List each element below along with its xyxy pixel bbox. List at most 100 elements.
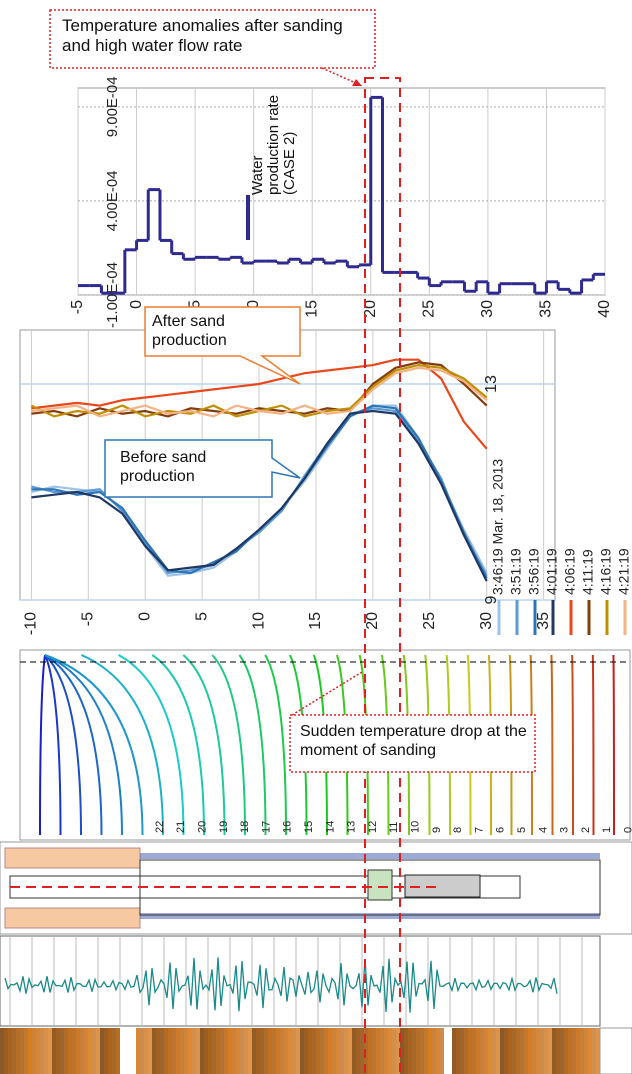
image-log-strip	[228, 1028, 232, 1074]
image-log-strip	[468, 1028, 472, 1074]
image-log-strip	[392, 1028, 396, 1074]
temperature-line	[31, 409, 488, 582]
image-log-strip	[396, 1028, 400, 1074]
image-log-strip	[568, 1028, 572, 1074]
image-log-strip	[72, 1028, 76, 1074]
image-log-strip	[476, 1028, 480, 1074]
image-log-strip	[324, 1028, 328, 1074]
image-log-strip	[192, 1028, 196, 1074]
image-log-strip	[300, 1028, 304, 1074]
annotation-box	[289, 714, 536, 773]
image-log-strip	[28, 1028, 32, 1074]
plot-area	[77, 87, 606, 296]
sand-band	[140, 853, 600, 859]
arrowhead	[352, 79, 362, 86]
image-log-strip	[56, 1028, 60, 1074]
image-log-strip	[376, 1028, 380, 1074]
image-log-strip	[104, 1028, 108, 1074]
legend-label: 4:01:19	[544, 548, 560, 595]
image-log-strip	[440, 1028, 444, 1074]
image-log-strip	[480, 1028, 484, 1074]
image-log-strip	[348, 1028, 352, 1074]
image-log-strip	[48, 1028, 52, 1074]
well-label: 16	[282, 821, 294, 833]
image-log-strip	[420, 1028, 424, 1074]
well-label: 10	[410, 821, 422, 833]
x-tick-label: 15	[303, 300, 320, 318]
image-log-strip	[288, 1028, 292, 1074]
contour-curve	[612, 654, 615, 836]
well-label: 9	[431, 827, 443, 833]
image-log-strip	[200, 1028, 204, 1074]
image-log-strip	[80, 1028, 84, 1074]
image-log-strip	[460, 1028, 464, 1074]
image-log-strip	[176, 1028, 180, 1074]
image-log-strip	[32, 1028, 36, 1074]
sand-band	[4, 847, 141, 869]
image-log-strip	[360, 1028, 364, 1074]
legend-label: Water production rate (CASE 2)	[249, 94, 298, 195]
image-log-strip	[180, 1028, 184, 1074]
callout	[144, 306, 301, 385]
y-tick-label: -1.00E-04	[104, 262, 121, 328]
x-tick-label: 5	[193, 612, 210, 621]
contour-curve	[44, 654, 62, 836]
image-log-strip	[256, 1028, 260, 1074]
image-log-strip	[388, 1028, 392, 1074]
well-label: 21	[175, 821, 187, 833]
contour-curve	[81, 654, 164, 836]
temperature-line	[31, 358, 488, 450]
image-log-strip	[84, 1028, 88, 1074]
image-log-strip	[500, 1028, 504, 1074]
x-tick-label: 30	[478, 612, 495, 630]
image-log-strip	[304, 1028, 308, 1074]
image-log-strip	[352, 1028, 356, 1074]
image-log-strip	[136, 1028, 140, 1074]
image-log-strip	[280, 1028, 284, 1074]
well-label: 14	[324, 821, 336, 833]
image-log-strip	[496, 1028, 500, 1074]
contour-curve	[118, 654, 185, 836]
image-log-strip	[536, 1028, 540, 1074]
x-tick-label: -5	[69, 300, 86, 314]
image-log-strip	[548, 1028, 552, 1074]
image-log-strip	[584, 1028, 588, 1074]
anomaly-zone	[364, 77, 401, 1074]
image-log-strip	[428, 1028, 432, 1074]
image-log-strip	[400, 1028, 404, 1074]
image-log-strip	[452, 1028, 456, 1074]
image-log-strip	[328, 1028, 332, 1074]
image-log-strip	[196, 1028, 200, 1074]
image-log-strip	[24, 1028, 28, 1074]
image-log-strip	[36, 1028, 40, 1074]
image-log-strip	[68, 1028, 72, 1074]
image-log-strip	[208, 1028, 212, 1074]
image-log-strip	[564, 1028, 568, 1074]
image-log-strip	[576, 1028, 580, 1074]
image-log-strip	[528, 1028, 532, 1074]
image-log-strip	[76, 1028, 80, 1074]
x-tick-label: 35	[538, 300, 555, 318]
legend-label: 3:46:19 Mar. 18, 2013	[490, 459, 506, 595]
image-log-strip	[504, 1028, 508, 1074]
image-log-strip	[572, 1028, 576, 1074]
image-log-strip	[380, 1028, 384, 1074]
image-log-strip	[344, 1028, 348, 1074]
x-tick-label: 0	[136, 612, 153, 621]
image-log-strip	[0, 1028, 4, 1074]
legend-label: 3:51:19	[508, 548, 524, 595]
top-annotation: Temperature anomalies after sanding and …	[62, 16, 343, 55]
image-log-strip	[236, 1028, 240, 1074]
legend-label: 4:16:19	[598, 548, 614, 595]
image-log-strip	[216, 1028, 220, 1074]
well-label: 20	[197, 821, 209, 833]
well-label: 18	[239, 821, 251, 833]
image-log-strip	[372, 1028, 376, 1074]
x-tick-label: 30	[479, 300, 496, 318]
contour-curve	[151, 654, 205, 836]
callout	[104, 439, 301, 498]
image-log-strip	[44, 1028, 48, 1074]
image-log-strip	[164, 1028, 168, 1074]
